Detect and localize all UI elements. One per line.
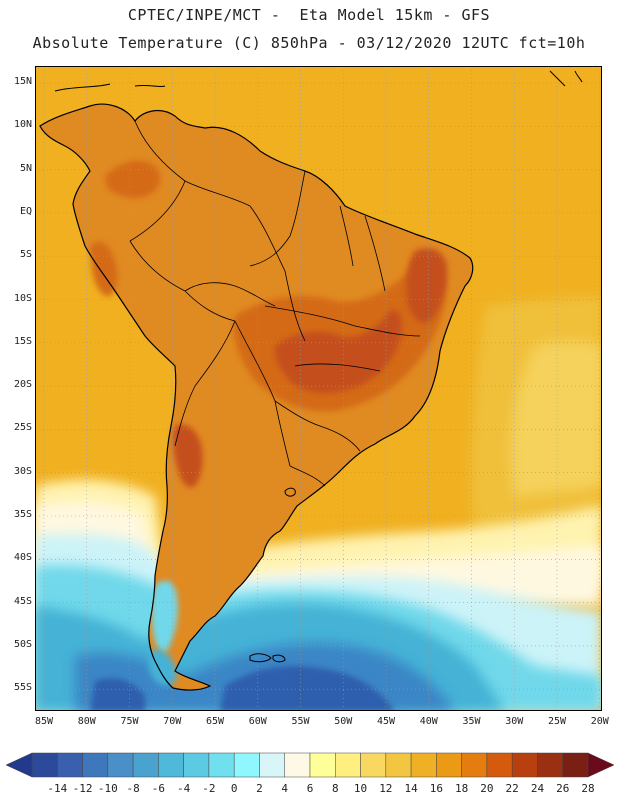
lon-label: 45W [376,716,396,727]
colorbar-label: -14 [47,782,68,795]
lon-label: 35W [462,716,481,727]
colorbar-segment [82,752,109,778]
cool-patagonia [151,580,178,653]
lat-label: 25S [13,422,32,434]
colorbar-segment [107,752,134,778]
hot-zone-north [105,160,161,199]
colorbar [5,752,615,778]
map-frame [35,66,602,711]
lat-label: 20S [13,379,32,391]
colorbar-label: 14 [404,782,418,795]
colorbar-segment [335,752,361,778]
lat-label: 5N [19,162,32,174]
colorbar-segment [360,752,387,778]
temperature-map [35,66,602,711]
colorbar-segment [385,752,412,778]
country-borders [129,120,421,487]
colorbar-label: 8 [331,782,339,795]
colorbar-label: -8 [126,782,140,795]
colorbar-segment [132,752,159,778]
hot-zone-argentina [172,424,203,488]
map-panel [35,66,602,711]
lon-label: 80W [77,716,96,727]
lat-label: 5S [19,249,32,261]
lat-label: EQ [19,205,32,217]
south-america-land [40,104,473,691]
colorbar-label: -10 [97,782,118,795]
hot-zone-core [274,310,402,394]
colorbar-label: 26 [556,782,570,795]
colorbar-label: 24 [530,782,545,795]
lon-label: 40W [419,716,438,727]
colorbar-segment [233,752,260,778]
lon-label: 75W [120,716,139,727]
coastline [39,103,474,691]
colorbar-segment [410,752,437,778]
colorbar-segment [158,752,184,778]
lon-label: 50W [334,716,353,727]
colorbar-label: 18 [455,782,469,795]
lon-label: 65W [205,716,225,727]
lon-label: 25W [547,716,567,727]
map-subtitle: Absolute Temperature (C) 850hPa - 03/12/… [32,34,586,52]
lon-label: 85W [34,716,54,727]
lat-label: 15S [13,335,32,347]
lon-label: 70W [163,716,182,727]
lon-label: 55W [291,716,310,727]
map-title: CPTEC/INPE/MCT - Eta Model 15km - GFS [127,6,491,24]
colorbar-label: -2 [202,782,216,795]
colorbar-segment [436,752,462,778]
lat-label: 10S [13,292,32,304]
lon-label: 30W [505,716,524,727]
colorbar-label: -6 [151,782,165,795]
colorbar-label: 16 [429,782,443,795]
colorbar-segment [486,752,513,778]
colorbar-label: -12 [72,782,93,795]
lat-label: 50S [13,638,32,650]
lat-label: 10N [13,119,32,131]
colorbar-label: 10 [353,782,368,795]
colorbar-label: -4 [177,782,191,795]
lon-label: 60W [248,716,267,727]
lat-label: 35S [13,509,32,520]
colorbar-segment [57,752,83,778]
colorbar-label: 22 [505,782,519,795]
colorbar-segment [259,752,285,778]
colorbar-segment [284,752,311,778]
colorbar-label: 20 [480,782,494,795]
lat-label: 45S [13,595,32,607]
lagoon [284,487,296,497]
colorbar-segment [183,752,210,778]
cold-zone-deepblue-2 [90,678,145,711]
colorbar-segment [537,752,563,778]
colorbar-segment [309,752,336,778]
colorbar-label: 0 [230,782,238,795]
colorbar-label: 6 [306,782,314,795]
lat-label: 40S [13,552,32,564]
colorbar-segment [511,752,538,778]
falkland-islands [249,653,286,663]
colorbar-segment [461,752,488,778]
colorbar-label: 28 [581,782,595,795]
colorbar-segment [562,752,589,778]
colorbar-scale [5,752,615,778]
colorbar-label: 12 [379,782,393,795]
colorbar-high-arrow [587,752,615,778]
colorbar-label: 2 [256,782,263,795]
lon-label: 20W [590,716,609,727]
lat-label: 55S [13,682,32,694]
colorbar-segment [31,752,58,778]
cold-zone-deepblue [220,666,395,711]
lat-lon-grid [35,66,602,711]
hot-zone-andes-north [90,241,118,297]
ocean-light-east-2 [511,341,602,496]
colorbar-label: 4 [281,782,289,795]
lat-label: 15N [13,76,32,87]
hot-zone-ne [406,248,448,324]
cool-tierra-del-fuego [148,649,177,686]
colorbar-segment [208,752,235,778]
lat-label: 30S [13,465,32,477]
colorbar-low-arrow [5,752,33,778]
caribbean-islands [54,70,583,92]
